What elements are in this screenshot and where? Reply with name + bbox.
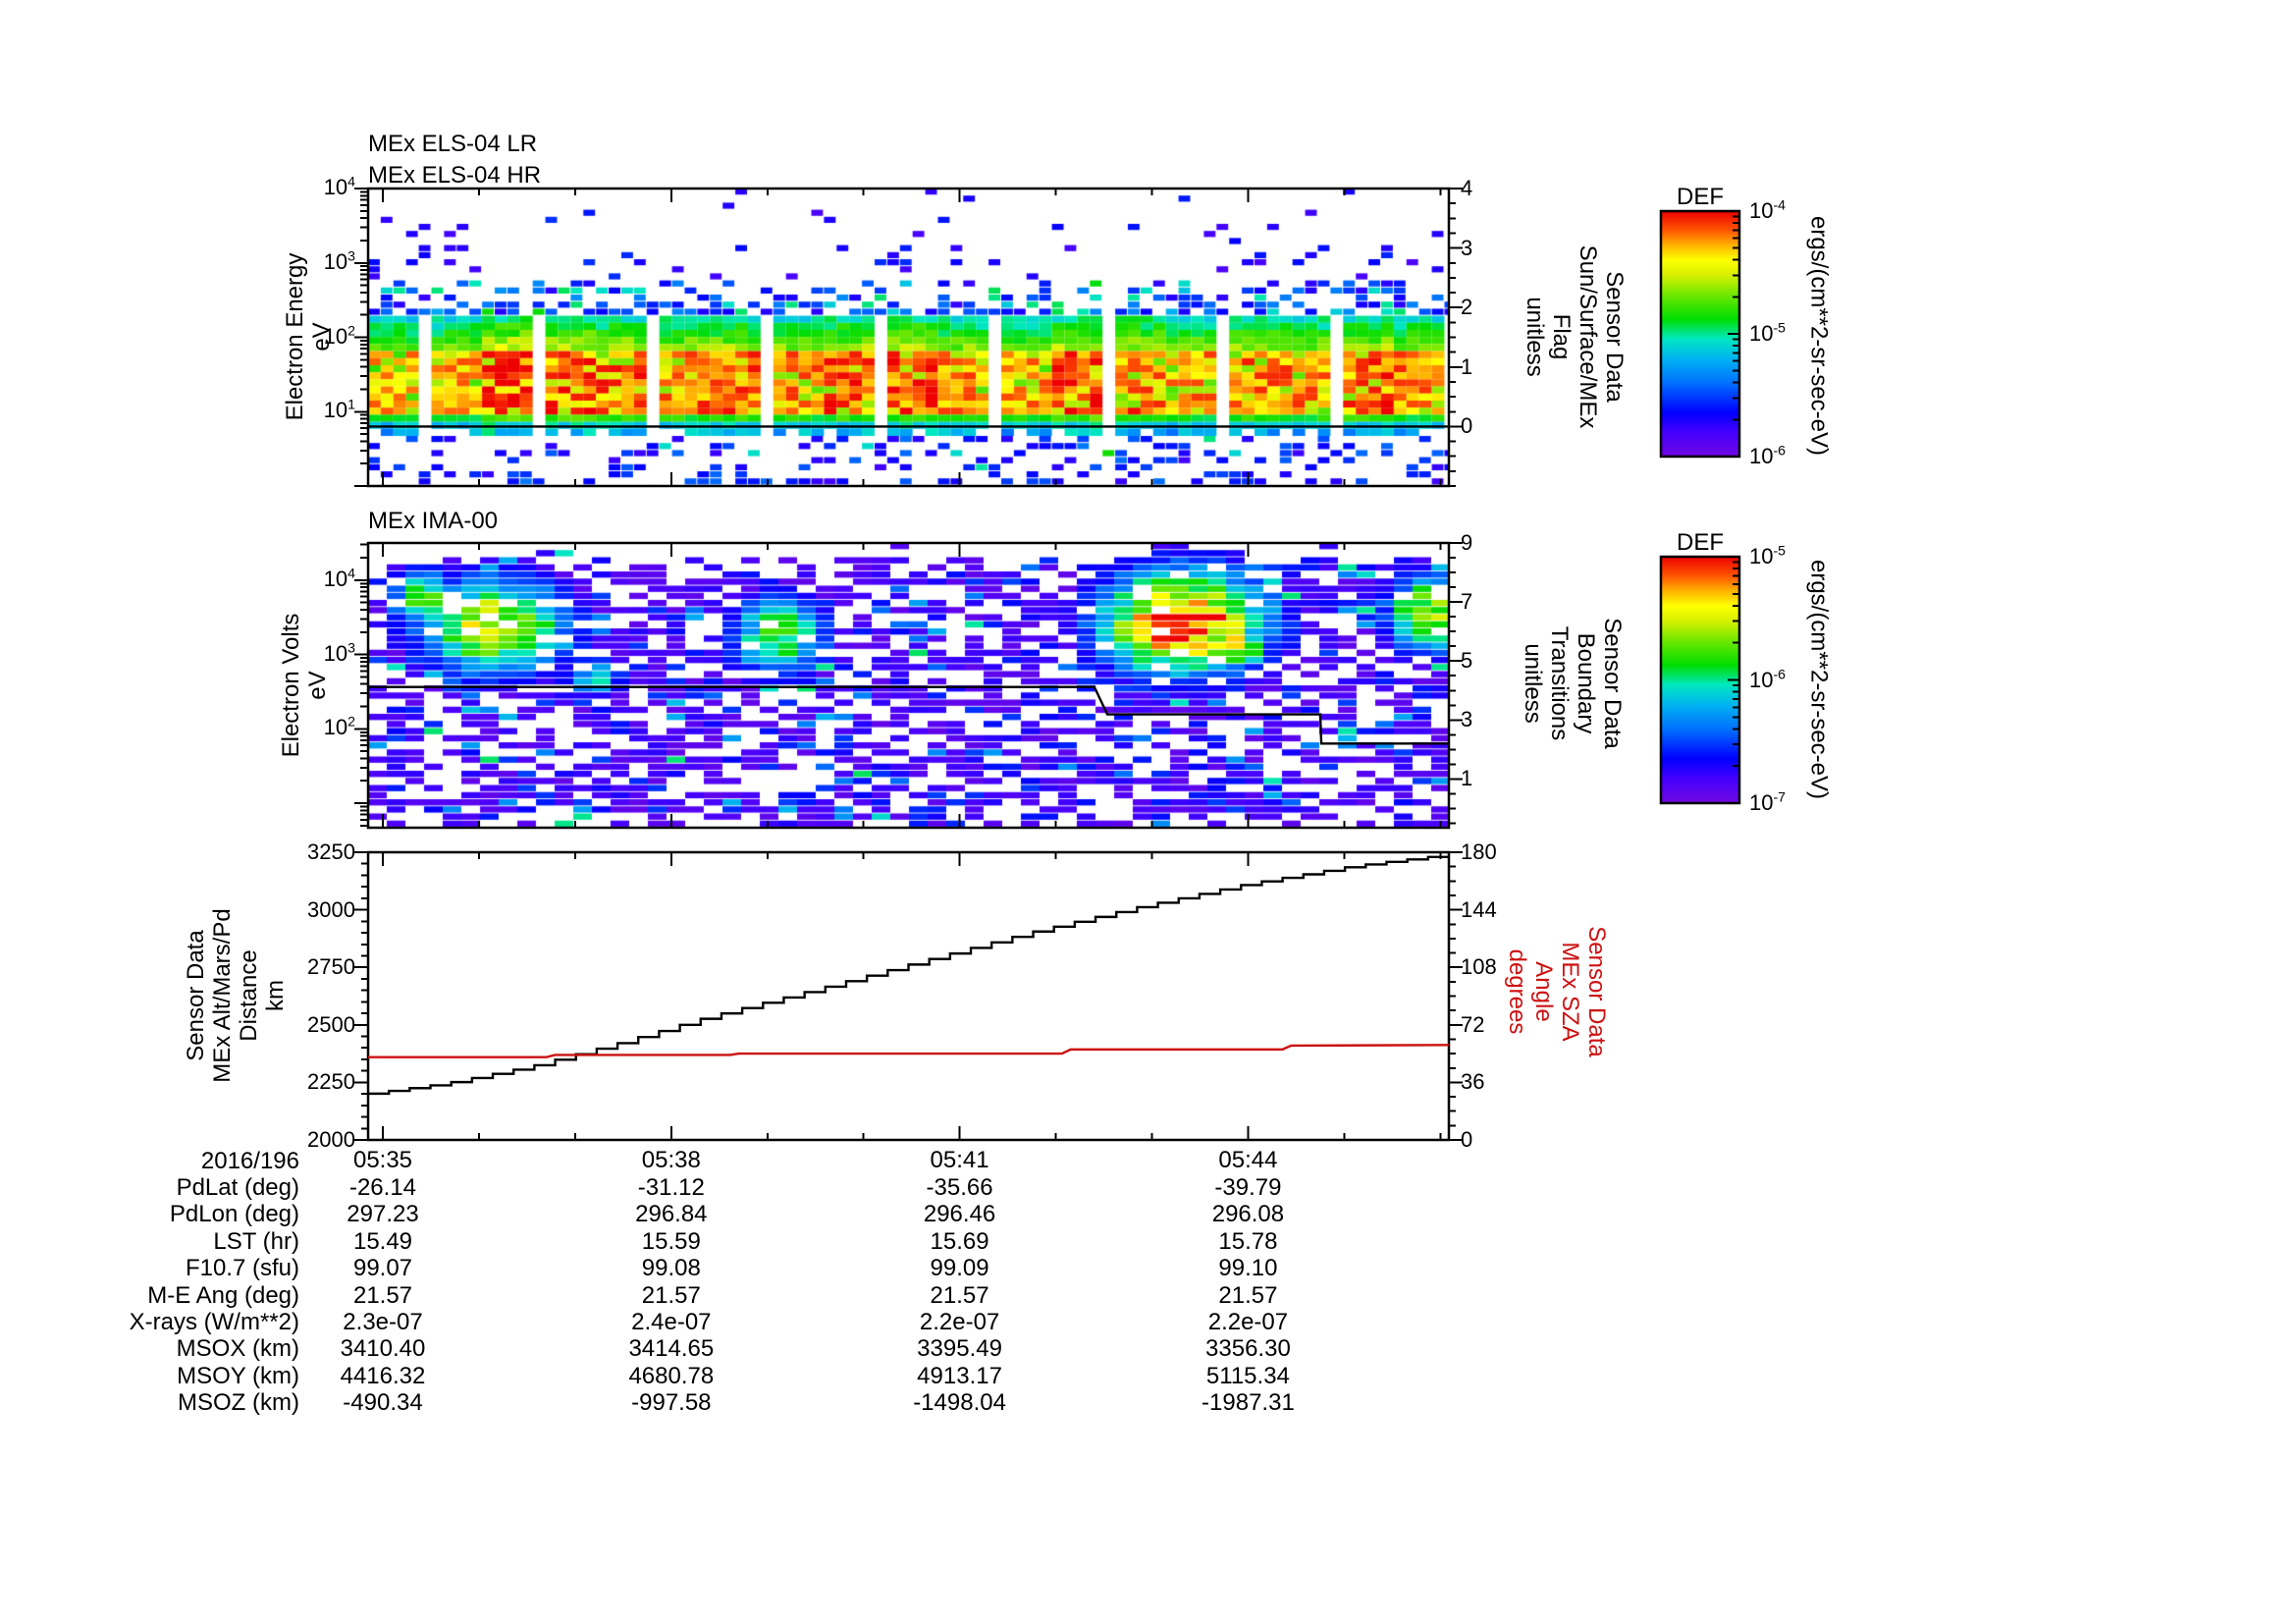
ima-title: MEx IMA-00 [368,508,499,534]
table-date-label: 2016/196 [200,1148,299,1174]
els-flag-tick-4: 4 [1461,176,1473,200]
alt-tick-2500: 2500 [307,1011,355,1037]
table-cell: 297.23 [347,1201,419,1228]
ima-boundary-tick-1: 1 [1461,766,1473,791]
els-cb-tick-1e-6: 10-6 [1749,442,1787,468]
ima-ytick-1e2: 102 [323,713,355,740]
table-cell: 15.78 [1218,1227,1278,1255]
time-tick-05:35: 05:35 [352,1147,413,1173]
table-row-label: F10.7 (sfu) [185,1255,299,1282]
table-cell: 21.57 [1218,1281,1278,1309]
table-row-label: MSOX (km) [176,1335,299,1363]
table-cell: -1498.04 [913,1389,1006,1417]
time-tick-05:44: 05:44 [1218,1147,1278,1173]
alt-tick-2750: 2750 [307,954,355,980]
sza-tick-108: 108 [1461,954,1497,980]
table-cell: 15.59 [641,1227,701,1255]
table-cell: 296.46 [923,1201,996,1228]
table-row-label: M-E Ang (deg) [147,1281,299,1309]
table-cell: 21.57 [930,1281,989,1309]
alt-tick-2250: 2250 [307,1069,355,1095]
els-title-line2: MEx ELS-04 HR [368,162,542,189]
time-tick-05:41: 05:41 [930,1147,989,1173]
table-cell: -997.58 [631,1389,712,1417]
table-cell: -490.34 [343,1389,423,1417]
table-cell: 99.07 [352,1255,413,1282]
sza-tick-36: 36 [1461,1069,1485,1095]
ima-spectrogram [368,543,1449,828]
ima-ytick-1e3: 103 [323,639,355,666]
table-cell: -31.12 [637,1174,705,1201]
els-title-line1: MEx ELS-04 LR [368,131,538,157]
els-ytick-1e3: 103 [323,247,355,274]
els-flag-tick-1: 1 [1461,353,1473,379]
els-colorbar-gradient [1661,211,1739,457]
table-cell: 2.3e-07 [343,1309,423,1335]
table-cell: -26.14 [348,1174,417,1201]
table-row-label: PdLon (deg) [169,1201,299,1228]
table-cell: 4680.78 [628,1362,715,1389]
sza-tick-144: 144 [1461,896,1497,922]
ima-cb-tick-1e-5: 10-5 [1749,542,1787,568]
table-cell: 99.08 [641,1255,701,1282]
table-row-label: MSOZ (km) [178,1389,299,1417]
table-cell: 296.08 [1211,1201,1285,1228]
table-row-label: MSOY (km) [177,1362,299,1389]
ima-boundary-tick-5: 5 [1461,648,1473,674]
table-cell: 4913.17 [917,1362,1002,1389]
table-cell: -1987.31 [1201,1389,1295,1417]
ima-cb-tick-1e-7: 10-7 [1749,788,1787,815]
table-cell: 15.49 [352,1227,413,1255]
table-cell: 15.69 [930,1227,989,1255]
table-cell: 2.4e-07 [631,1309,712,1335]
els-ytick-1e4: 104 [323,173,355,199]
els-ytick-1e1: 101 [323,396,355,423]
els-cb-tick-1e-4: 10-4 [1749,196,1787,223]
ima-boundary-tick-7: 7 [1461,589,1473,615]
alt-tick-3250: 3250 [307,839,355,864]
ima-cb-tick-1e-6: 10-6 [1749,666,1787,692]
table-row-label: PdLat (deg) [176,1174,299,1201]
els-colorbar-title: DEF [1677,184,1724,210]
table-cell: 99.09 [930,1255,989,1282]
sza-tick-0: 0 [1461,1127,1473,1152]
table-cell: 4416.32 [340,1362,426,1389]
table-row-label: LST (hr) [213,1227,299,1255]
els-flag-tick-2: 2 [1461,295,1473,320]
ima-colorbar-title: DEF [1677,529,1724,556]
table-row-label: X-rays (W/m**2) [129,1309,299,1335]
els-flag-tick-3: 3 [1461,235,1473,260]
table-cell: 99.10 [1218,1255,1278,1282]
table-cell: -35.66 [926,1174,993,1201]
table-cell: -39.79 [1214,1174,1282,1201]
table-cell: 21.57 [352,1281,413,1309]
ima-colorbar-gradient [1661,557,1739,803]
time-tick-05:38: 05:38 [641,1147,701,1173]
els-ytick-1e2: 102 [323,322,355,349]
ima-boundary-tick-3: 3 [1461,707,1473,732]
table-cell: 3356.30 [1205,1335,1291,1363]
alt-tick-3000: 3000 [307,896,355,922]
ima-boundary-tick-9: 9 [1461,530,1473,555]
ima-ytick-1e4: 104 [323,565,355,591]
table-cell: 3395.49 [917,1335,1002,1363]
table-cell: 2.2e-07 [919,1309,1000,1335]
sza-tick-72: 72 [1461,1011,1485,1037]
table-cell: 3410.40 [340,1335,426,1363]
table-cell: 21.57 [641,1281,701,1309]
els-spectrogram [368,189,1449,486]
sza-tick-180: 180 [1461,839,1497,864]
table-cell: 3414.65 [628,1335,715,1363]
table-cell: 2.2e-07 [1207,1309,1289,1335]
els-flag-tick-0: 0 [1461,413,1473,439]
table-cell: 5115.34 [1205,1362,1290,1389]
alt-tick-2000: 2000 [307,1127,355,1152]
els-cb-tick-1e-5: 10-5 [1749,319,1787,346]
table-cell: 296.84 [635,1201,708,1228]
